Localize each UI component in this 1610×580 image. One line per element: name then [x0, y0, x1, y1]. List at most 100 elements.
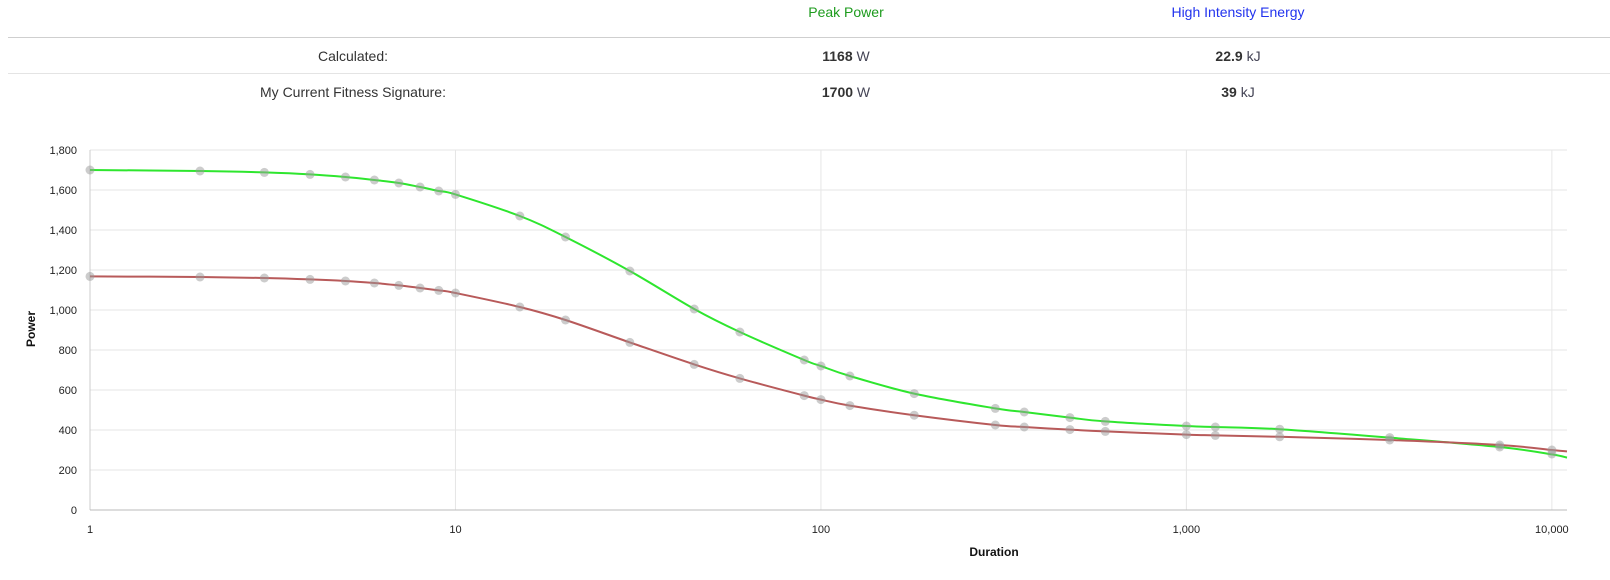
x-tick-label: 10	[449, 524, 461, 536]
data-point	[1495, 442, 1505, 452]
data-point	[369, 175, 379, 185]
data-point	[305, 169, 315, 179]
calculated-peak-power-unit: W	[856, 48, 870, 64]
y-tick-label: 1,000	[49, 305, 77, 317]
x-tick-label: 1	[87, 524, 93, 536]
data-point	[990, 420, 1000, 430]
data-point	[515, 302, 525, 312]
signature-hie-unit: kJ	[1240, 84, 1255, 100]
signature-peak-power: 1700 W	[822, 84, 870, 100]
y-tick-label: 1,200	[49, 265, 77, 277]
calculated-hie-unit: kJ	[1246, 48, 1261, 64]
data-point	[259, 273, 269, 283]
data-point	[909, 410, 919, 420]
y-tick-label: 0	[71, 505, 77, 517]
y-tick-label: 200	[59, 465, 77, 477]
data-point	[816, 395, 826, 405]
data-point	[689, 359, 699, 369]
data-point	[195, 166, 205, 176]
row-label-fitness-signature: My Current Fitness Signature:	[260, 84, 446, 100]
data-point	[85, 165, 95, 175]
data-point	[1100, 416, 1110, 426]
row-divider	[8, 73, 1610, 74]
x-axis-ticks: 1 10 100 1,000 10,000	[87, 524, 1569, 536]
y-tick-label: 1,600	[49, 185, 77, 197]
data-point	[340, 276, 350, 286]
y-tick-label: 400	[59, 425, 77, 437]
data-point	[450, 288, 460, 298]
series-lines	[89, 169, 1568, 459]
calculated-hie: 22.9 kJ	[1215, 48, 1260, 64]
data-point	[195, 272, 205, 282]
data-point	[415, 182, 425, 192]
data-point	[394, 280, 404, 290]
data-point	[1181, 430, 1191, 440]
fitness-signature-curve	[89, 169, 1568, 459]
data-point	[1019, 407, 1029, 417]
high-intensity-energy-header: High Intensity Energy	[1171, 4, 1305, 20]
axes	[89, 150, 1567, 511]
data-point	[816, 361, 826, 371]
data-point	[369, 278, 379, 288]
grid-lines	[90, 149, 1567, 510]
row-label-calculated: Calculated:	[317, 48, 389, 64]
x-tick-label: 100	[812, 524, 830, 536]
data-point	[1019, 422, 1029, 432]
data-point	[450, 189, 460, 199]
data-point	[735, 327, 745, 337]
data-point	[845, 371, 855, 381]
data-point	[845, 401, 855, 411]
data-point	[415, 283, 425, 293]
data-point	[560, 315, 570, 325]
y-tick-label: 1,800	[49, 145, 77, 157]
x-tick-label: 1,000	[1173, 524, 1201, 536]
data-point	[515, 211, 525, 221]
signature-hie-value: 39	[1221, 84, 1237, 100]
peak-power-header: Peak Power	[808, 4, 884, 20]
data-point	[1275, 432, 1285, 442]
data-point	[85, 271, 95, 281]
calculated-peak-power: 1168 W	[822, 48, 869, 64]
data-point	[560, 232, 570, 242]
y-tick-label: 800	[59, 345, 77, 357]
data-point	[434, 285, 444, 295]
data-point	[689, 304, 699, 314]
data-point	[1181, 421, 1191, 431]
data-point	[394, 178, 404, 188]
calculated-peak-power-value: 1168	[822, 48, 853, 64]
signature-hie: 39 kJ	[1221, 84, 1254, 100]
data-point	[1210, 430, 1220, 440]
data-point	[340, 172, 350, 182]
data-point	[1065, 413, 1075, 423]
signature-peak-power-value: 1700	[821, 84, 854, 100]
y-axis-title: Power	[24, 311, 38, 347]
data-point	[1100, 426, 1110, 436]
data-point	[625, 266, 635, 276]
x-tick-label: 10,000	[1535, 524, 1569, 536]
y-tick-label: 1,400	[49, 225, 77, 237]
data-points	[85, 165, 1557, 459]
data-point	[1065, 425, 1075, 435]
data-point	[305, 274, 315, 284]
y-tick-label: 600	[59, 385, 77, 397]
data-point	[735, 373, 745, 383]
data-point	[799, 391, 809, 401]
data-point	[259, 167, 269, 177]
data-point	[434, 186, 444, 196]
y-axis-ticks: 0 200 400 600 800 1,000 1,200 1,400 1,600 1,800	[49, 145, 77, 517]
data-point	[625, 337, 635, 347]
header-divider	[8, 37, 1610, 38]
calculated-hie-value: 22.9	[1215, 48, 1243, 64]
data-point	[1275, 424, 1285, 434]
x-axis-title: Duration	[969, 545, 1018, 559]
data-point	[1210, 422, 1220, 432]
fitness-summary-table: Peak Power High Intensity Energy Calcula…	[0, 0, 1610, 112]
signature-peak-power-unit: W	[856, 84, 871, 100]
data-point	[1547, 449, 1557, 459]
power-duration-chart: 0 200 400 600 800 1,000 1,200 1,400 1,600 1,800 1…	[24, 145, 1569, 559]
data-point	[1385, 435, 1395, 445]
data-point	[909, 389, 919, 399]
data-point	[990, 403, 1000, 413]
data-point	[799, 355, 809, 365]
calculated-curve	[89, 275, 1568, 453]
